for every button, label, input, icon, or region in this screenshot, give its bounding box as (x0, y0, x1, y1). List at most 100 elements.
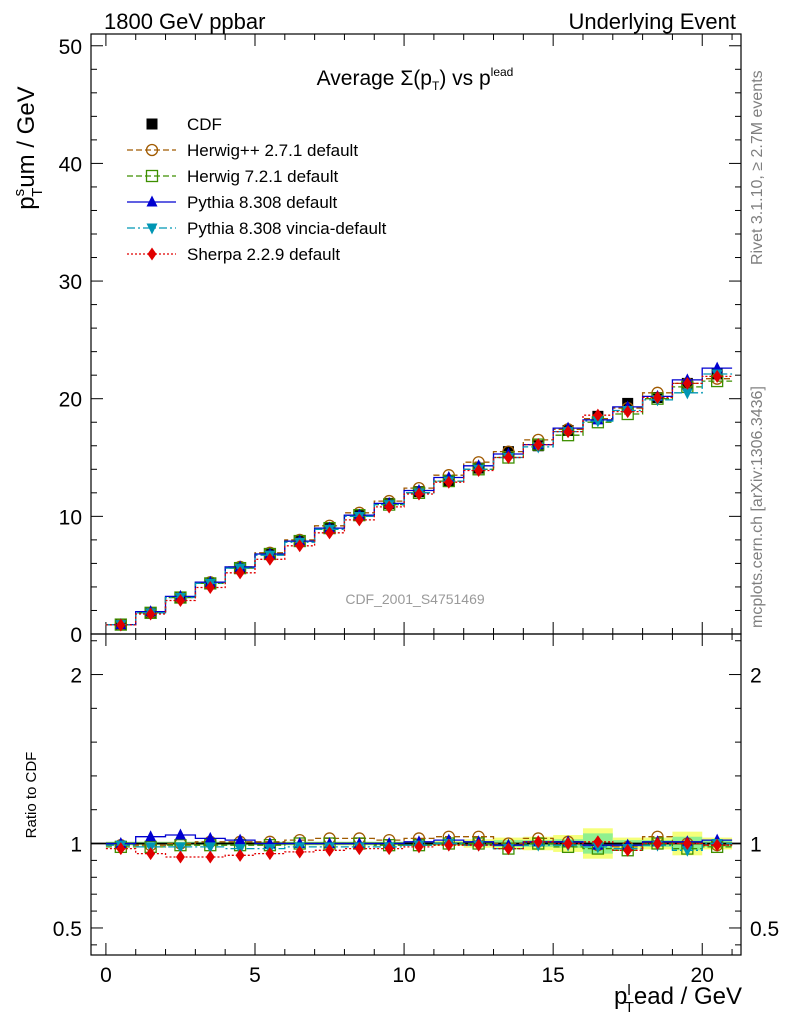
ratio-xlabel: pl Tead / GeV (614, 982, 742, 1016)
ratio-data-point (174, 828, 186, 840)
ratio-data-point (175, 850, 185, 864)
main-y-tick-label: 50 (59, 36, 82, 59)
ratio-y-tick-label-right: 2 (750, 665, 762, 688)
ratio-data-point (474, 838, 484, 852)
ratio-series-line (105, 834, 733, 846)
main-data-point (265, 552, 275, 566)
ratio-data-point (503, 842, 513, 856)
main-data-point (653, 391, 663, 405)
ratio-data-point (384, 842, 394, 856)
legend-entry: Herwig++ 2.7.1 default (127, 141, 358, 160)
ratio-y-tick-label-right: 1 (750, 833, 762, 856)
main-y-tick-label: 20 (59, 389, 82, 412)
main-data-point (593, 408, 603, 422)
main-y-tick-label: 0 (70, 624, 82, 647)
ratio-data-point (533, 835, 543, 849)
main-y-tick-label: 10 (59, 506, 82, 529)
main-data-point (681, 388, 693, 400)
legend-label: Pythia 8.308 vincia-default (187, 219, 387, 238)
ratio-data-point (563, 836, 573, 850)
main-y-tick-label: 40 (59, 153, 82, 176)
main-data-point (623, 405, 633, 419)
ratio-data-point (205, 850, 215, 864)
ratio-data-point (234, 833, 246, 845)
main-data-point (325, 526, 335, 540)
ratio-y-tick-label-right: 0.5 (750, 918, 779, 941)
legend-marker (145, 169, 159, 183)
analysis-watermark: CDF_2001_S4751469 (345, 591, 485, 607)
main-data-point (503, 451, 513, 465)
legend-marker (146, 223, 158, 235)
legend-marker (147, 247, 157, 261)
mcplots-label: mcplots.cern.ch [arXiv:1306.3436] (749, 386, 766, 628)
ratio-y-tick-label: 1 (70, 833, 82, 856)
ratio-data-point (145, 830, 157, 842)
ratio-data-point (204, 842, 216, 854)
main-data-point (712, 369, 722, 383)
ratio-data-point (414, 840, 424, 854)
main-panel-title: Average Σ(pT) vs plead (317, 65, 514, 93)
ratio-series-sherpa-2-2-9-default (105, 835, 733, 864)
ratio-data-point (235, 848, 245, 862)
main-data-point (533, 438, 543, 452)
ratio-ylabel: Ratio to CDF (23, 752, 40, 839)
ratio-data-point (682, 836, 692, 850)
ratio-data-point (146, 847, 156, 861)
ratio-y-tick-label: 2 (70, 665, 82, 688)
main-data-point (592, 416, 604, 428)
main-data-point (146, 607, 156, 621)
legend-label: Herwig++ 2.7.1 default (187, 141, 358, 160)
legend: CDF Herwig++ 2.7.1 default Herwig 7.2.1 de… (127, 115, 387, 264)
ratio-data-point (295, 845, 305, 859)
ratio-data-point (354, 842, 364, 856)
ratio-data-point (712, 838, 722, 852)
header-left: 1800 GeV ppbar (104, 9, 265, 34)
legend-entry: Pythia 8.308 vincia-default (127, 219, 387, 238)
x-tick-label: 10 (392, 964, 415, 987)
main-data-point (354, 513, 364, 527)
main-data-point (414, 487, 424, 501)
ratio-y-tick-label: 0.5 (53, 918, 82, 941)
legend-label: Herwig 7.2.1 default (187, 167, 338, 186)
main-data-point (474, 463, 484, 477)
ratio-data-point (265, 847, 275, 861)
main-ylabel: psTum / GeV (11, 86, 46, 209)
ratio-data-point (653, 836, 663, 850)
x-tick-label: 0 (100, 964, 112, 987)
main-data-point (295, 539, 305, 553)
main-series-sherpa-2-2-9-default (105, 369, 733, 632)
legend-entry: CDF (146, 115, 222, 134)
legend-entry: Sherpa 2.2.9 default (127, 245, 340, 264)
ratio-data-point (116, 842, 126, 856)
main-data-point (444, 475, 454, 489)
main-data-point (563, 425, 573, 439)
main-data-point (116, 618, 126, 632)
main-data-point (205, 581, 215, 595)
header-right: Underlying Event (568, 9, 736, 34)
ratio-data-point (444, 838, 454, 852)
ratio-data-point (623, 843, 633, 857)
ratio-data-point (681, 845, 693, 857)
x-tick-label: 5 (249, 964, 261, 987)
x-tick-label: 15 (541, 964, 564, 987)
main-data-point (682, 376, 692, 390)
legend-label: Pythia 8.308 default (187, 193, 338, 212)
legend-marker (146, 118, 158, 130)
ratio-data-point (174, 842, 186, 854)
legend-label: Sherpa 2.2.9 default (187, 245, 340, 264)
legend-marker (146, 195, 158, 207)
main-y-tick-label: 30 (59, 271, 82, 294)
ratio-data-point (593, 835, 603, 849)
legend-entry: Pythia 8.308 default (127, 193, 338, 212)
legend-entry: Herwig 7.2.1 default (127, 167, 338, 186)
main-data-point (175, 593, 185, 607)
main-series-line (105, 380, 733, 626)
main-data-point (384, 500, 394, 514)
ratio-data-point (204, 831, 216, 843)
legend-marker (145, 143, 159, 157)
ratio-data-point (325, 843, 335, 857)
rivet-label: Rivet 3.1.10, ≥ 2.7M events (749, 70, 766, 265)
ratio-panel-frame (90, 633, 742, 956)
main-series-line (105, 378, 733, 626)
